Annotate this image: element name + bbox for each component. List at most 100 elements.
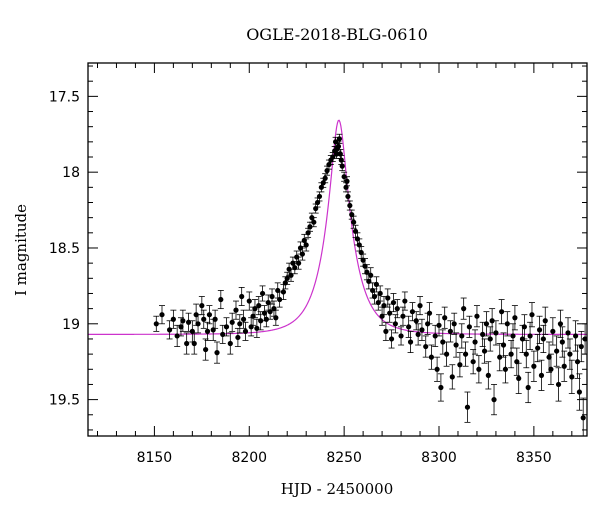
marker (413, 318, 419, 324)
marker (239, 293, 245, 300)
marker (428, 354, 435, 360)
y-tick-label: 18 (62, 165, 80, 181)
data-point (232, 300, 239, 320)
marker (218, 296, 224, 303)
marker (415, 331, 421, 338)
data-point (212, 309, 219, 329)
data-point (415, 323, 422, 346)
data-point (242, 321, 249, 341)
marker (434, 366, 440, 372)
data-point (405, 315, 412, 338)
marker (280, 289, 287, 295)
marker (303, 242, 309, 248)
marker (580, 415, 586, 421)
marker (394, 306, 400, 312)
data-point (428, 344, 435, 370)
data-point (246, 291, 253, 311)
data-point (276, 291, 283, 308)
marker (462, 351, 469, 357)
marker (199, 303, 205, 309)
data-point (295, 256, 302, 270)
marker (339, 163, 345, 169)
marker (474, 313, 480, 319)
data-point (580, 397, 587, 436)
marker (203, 346, 209, 353)
marker (336, 136, 342, 142)
marker (351, 219, 357, 225)
data-point (272, 309, 279, 326)
marker (214, 350, 220, 356)
marker (540, 336, 546, 342)
marker (487, 336, 493, 342)
data-point (338, 155, 345, 165)
data-point (409, 302, 416, 322)
marker (256, 303, 262, 309)
marker (184, 340, 190, 347)
data-point (498, 299, 505, 325)
data-point (525, 371, 532, 404)
data-point (422, 335, 429, 358)
data-point (394, 299, 401, 319)
marker (263, 316, 269, 322)
marker (246, 298, 252, 304)
marker (443, 351, 450, 357)
marker (335, 143, 342, 149)
data-point (460, 297, 467, 320)
data-point (401, 291, 408, 311)
data-point (496, 343, 503, 372)
x-tick-label: 8350 (516, 450, 552, 466)
marker (407, 339, 414, 345)
marker (388, 336, 395, 342)
data-point (183, 332, 190, 355)
marker (550, 328, 556, 334)
data-point (572, 320, 579, 352)
marker (191, 340, 197, 347)
marker (178, 324, 184, 330)
marker (538, 372, 545, 378)
marker (500, 342, 507, 348)
marker (555, 381, 562, 388)
data-point (481, 338, 488, 364)
marker (273, 315, 279, 321)
data-point (549, 317, 556, 346)
x-tick-label: 8150 (137, 450, 173, 466)
marker (559, 339, 565, 345)
data-point (417, 296, 424, 316)
marker (542, 318, 548, 324)
marker (170, 316, 176, 322)
data-point (434, 356, 441, 382)
marker (322, 175, 328, 181)
marker (237, 321, 243, 327)
data-point (439, 329, 446, 355)
marker (240, 316, 247, 322)
x-tick-labels: 8150 8200 8250 8300 8350 (137, 450, 552, 466)
marker (459, 333, 465, 339)
marker (453, 342, 459, 348)
marker (502, 366, 509, 372)
marker (529, 312, 535, 318)
marker (419, 327, 425, 333)
y-tick-label: 18.5 (49, 241, 80, 257)
data-point (456, 352, 463, 378)
marker (535, 345, 541, 351)
marker (457, 362, 463, 368)
marker (493, 330, 499, 336)
data-point (561, 350, 568, 382)
data-point (269, 288, 276, 305)
data-point (335, 141, 342, 152)
marker (504, 321, 510, 327)
marker (227, 340, 233, 347)
data-point (206, 305, 213, 325)
axis-ticks (88, 63, 587, 436)
data-point (236, 314, 243, 334)
data-point (462, 341, 469, 367)
data-point (464, 391, 471, 423)
marker (472, 339, 478, 345)
marker (461, 306, 467, 312)
data-point (523, 340, 530, 369)
data-point (515, 362, 522, 394)
data-point (453, 332, 460, 358)
marker (296, 260, 302, 266)
marker (451, 321, 457, 327)
marker (392, 321, 398, 327)
